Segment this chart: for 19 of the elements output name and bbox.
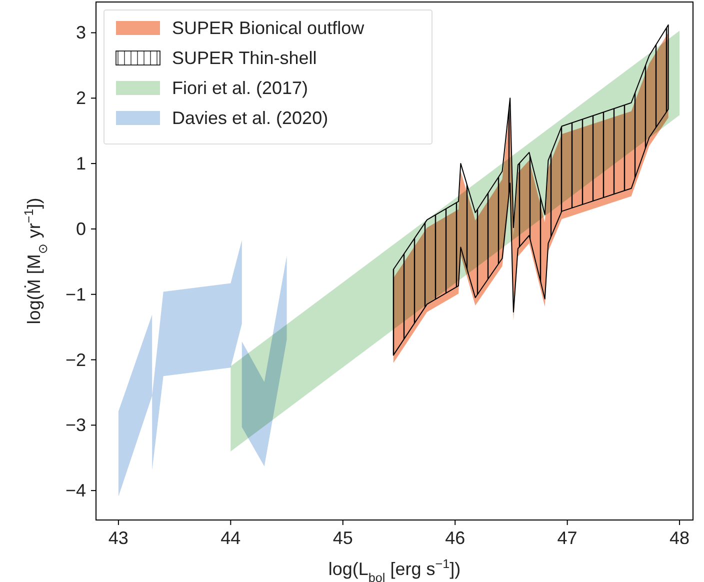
legend-label: Davies et al. (2020) — [172, 108, 328, 128]
y-tick-label: −2 — [65, 350, 86, 370]
y-tick-label: −4 — [65, 480, 86, 501]
x-axis-title: log(L$_{bol}$ [erg s$^{−1}$]) — [328, 557, 461, 582]
x-tick-label: 43 — [108, 528, 128, 548]
y-tick-label: −1 — [65, 284, 86, 304]
x-tick-label: 45 — [332, 528, 353, 548]
legend-label: SUPER Bionical outflow — [172, 18, 366, 38]
y-tick-label: 3 — [76, 22, 86, 43]
y-tick-label: 2 — [76, 88, 86, 108]
y-tick-label: −3 — [65, 415, 86, 436]
x-tick-label: 46 — [445, 528, 466, 548]
x-tick-label: 44 — [220, 528, 241, 548]
legend-label: Fiori et al. (2017) — [172, 78, 308, 98]
y-tick-label: 0 — [76, 218, 86, 239]
legend-label: SUPER Thin-shell — [172, 48, 317, 68]
y-tick-label: 1 — [76, 154, 86, 174]
x-tick-label: 47 — [557, 528, 578, 548]
x-tick-label: 48 — [670, 528, 690, 548]
